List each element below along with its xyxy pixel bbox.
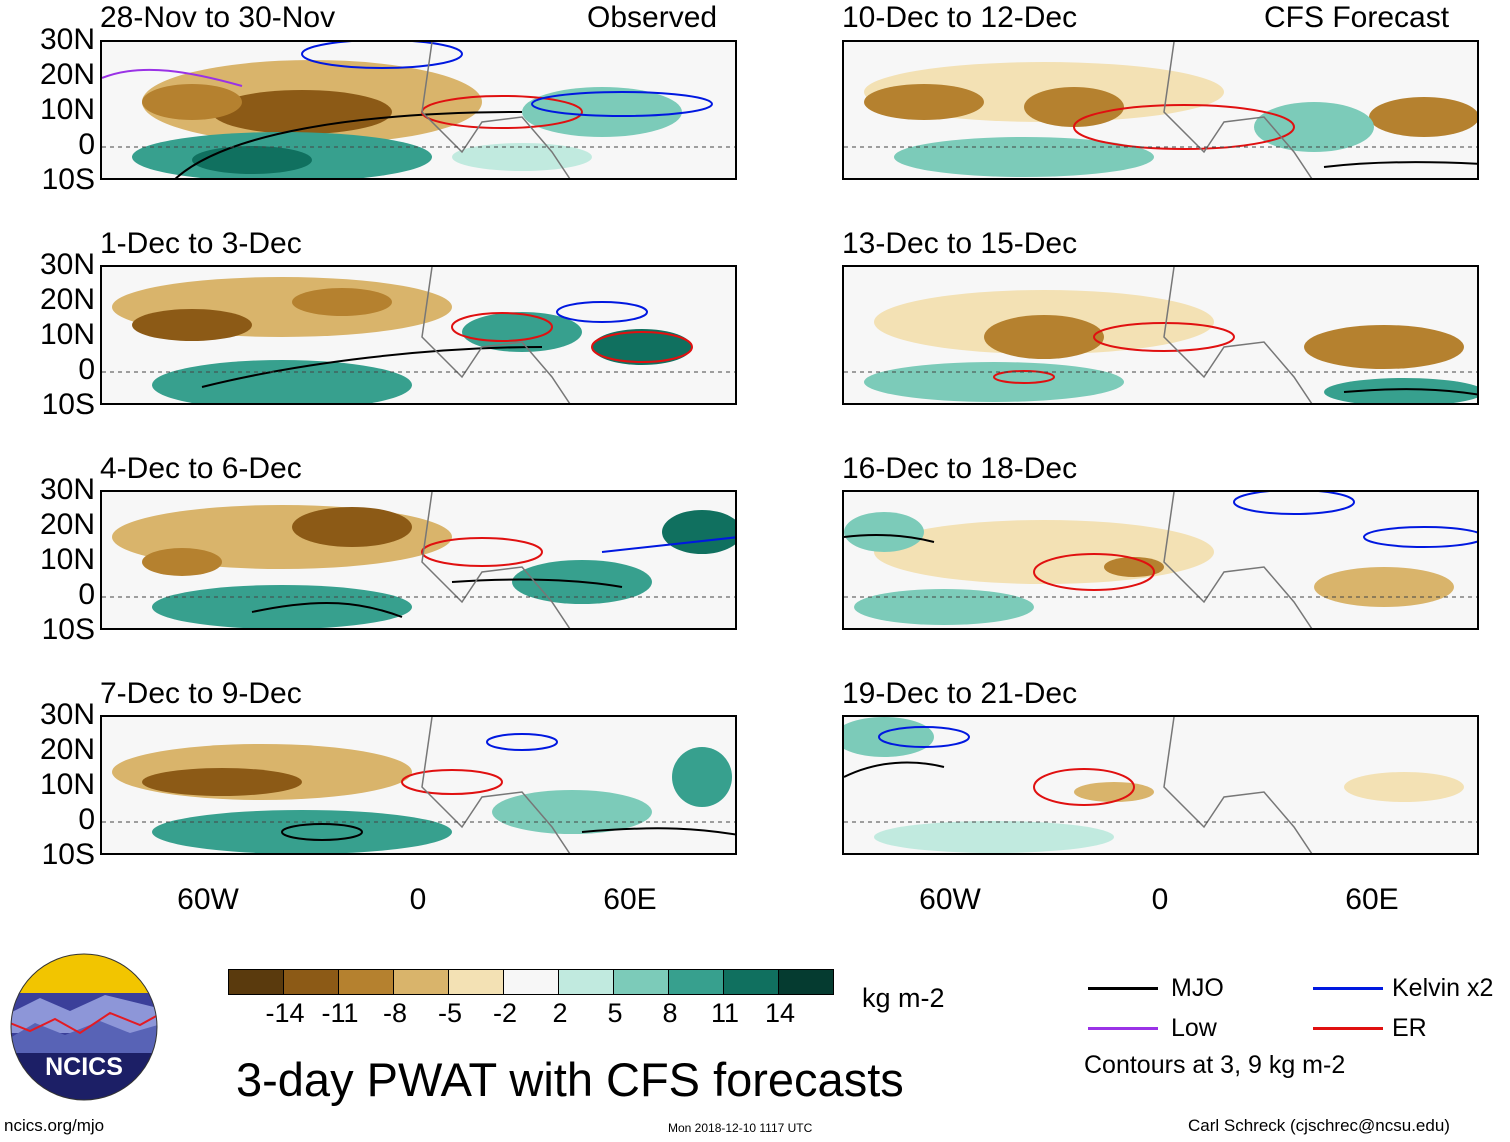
lon-label: 60W	[919, 883, 981, 916]
colorbar-swatch	[449, 970, 504, 994]
colorbar-swatch	[284, 970, 339, 994]
lat-label: 10S	[41, 838, 95, 871]
map-panel-forecast-2	[842, 265, 1479, 405]
colorbar-swatch	[779, 970, 833, 994]
panel-title: 13-Dec to 15-Dec	[842, 227, 1078, 260]
lat-label: 0	[78, 803, 95, 836]
colorbar-label: -14	[265, 998, 305, 1028]
colorbar-swatch	[669, 970, 724, 994]
figure-title: 3-day PWAT with CFS forecasts	[236, 1053, 904, 1106]
legend-note: Contours at 3, 9 kg m-2	[1084, 1051, 1346, 1079]
legend-line-kelvin	[1313, 987, 1383, 990]
colorbar-label: -8	[382, 998, 407, 1028]
lon-label: 60E	[1345, 883, 1399, 916]
footer-timestamp: Mon 2018-12-10 1117 UTC	[668, 1121, 813, 1135]
colorbar-swatch	[559, 970, 614, 994]
legend-label-kelvin: Kelvin x2	[1392, 974, 1494, 1002]
lat-label: 0	[78, 353, 95, 386]
lat-label: 20N	[39, 508, 95, 541]
footer-url: ncics.org/mjo	[4, 1116, 105, 1135]
lon-label: 60E	[603, 883, 657, 916]
map-panel-forecast-1	[842, 40, 1479, 180]
logo-text: NCICS	[45, 1053, 123, 1081]
colorbar-swatch	[339, 970, 394, 994]
colorbar-label: -2	[492, 998, 517, 1028]
lat-label: 30N	[39, 248, 95, 281]
lat-label: 20N	[39, 283, 95, 316]
map-panel-observed-4	[100, 715, 737, 855]
legend-label-er: ER	[1392, 1014, 1427, 1042]
map-panel-forecast-4	[842, 715, 1479, 855]
colorbar-units: kg m-2	[862, 983, 945, 1013]
lat-label: 0	[78, 128, 95, 161]
lon-label: 0	[1151, 883, 1169, 916]
lat-label: 10S	[41, 163, 95, 196]
map-panel-observed-3	[100, 490, 737, 630]
panel-title: 4-Dec to 6-Dec	[100, 452, 302, 485]
lat-label: 30N	[39, 698, 95, 731]
colorbar-label: 8	[662, 998, 678, 1028]
colorbar-label: 14	[764, 998, 796, 1028]
lon-label: 60W	[177, 883, 239, 916]
lat-label: 10N	[39, 768, 95, 801]
lon-label: 0	[409, 883, 427, 916]
colorbar-swatch	[724, 970, 779, 994]
lat-label: 10N	[39, 543, 95, 576]
colorbar-label: 5	[607, 998, 623, 1028]
ncics-logo: NCICS	[10, 953, 158, 1101]
colorbar-swatch	[504, 970, 559, 994]
lat-label: 0	[78, 578, 95, 611]
colorbar-swatch	[394, 970, 449, 994]
panel-title: 10-Dec to 12-Dec	[842, 1, 1078, 34]
colorbar-label: -11	[321, 998, 359, 1028]
legend-line-mjo	[1088, 987, 1158, 990]
lat-label: 10N	[39, 318, 95, 351]
lat-label: 30N	[39, 473, 95, 506]
map-panel-observed-1	[100, 40, 737, 180]
legend-line-er	[1313, 1027, 1383, 1030]
colorbar-label: 2	[552, 998, 568, 1028]
observed-header: Observed	[587, 1, 718, 34]
lat-label: 30N	[39, 23, 95, 56]
lat-label: 10S	[41, 388, 95, 421]
panel-title: 1-Dec to 3-Dec	[100, 227, 302, 260]
forecast-header: CFS Forecast	[1264, 1, 1450, 34]
map-panel-forecast-3	[842, 490, 1479, 630]
panel-title: 28-Nov to 30-Nov	[100, 1, 336, 34]
lat-label: 10N	[39, 93, 95, 126]
footer-author: Carl Schreck (cjschrec@ncsu.edu)	[1188, 1116, 1450, 1135]
colorbar-label: 11	[710, 998, 740, 1028]
lat-label: 10S	[41, 613, 95, 646]
panel-title: 19-Dec to 21-Dec	[842, 677, 1078, 710]
map-panel-observed-2	[100, 265, 737, 405]
colorbar-label: -5	[437, 998, 462, 1028]
legend-label-low: Low	[1171, 1014, 1217, 1042]
lat-label: 20N	[39, 733, 95, 766]
colorbar-swatch	[614, 970, 669, 994]
panel-title: 16-Dec to 18-Dec	[842, 452, 1078, 485]
legend-line-low	[1088, 1027, 1158, 1030]
colorbar-swatch	[229, 970, 284, 994]
lat-label: 20N	[39, 58, 95, 91]
colorbar	[228, 969, 834, 995]
legend-label-mjo: MJO	[1171, 974, 1224, 1002]
panel-title: 7-Dec to 9-Dec	[100, 677, 302, 710]
